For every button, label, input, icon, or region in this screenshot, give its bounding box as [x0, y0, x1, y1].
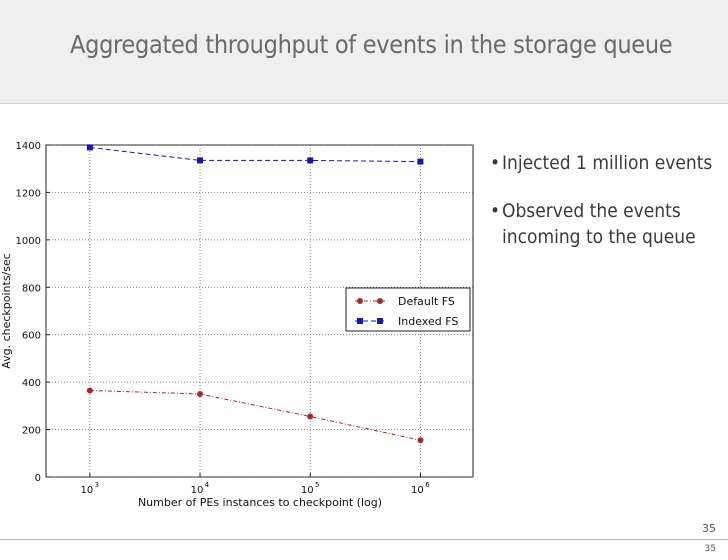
- bullet-text: Injected 1 million events: [502, 152, 713, 174]
- y-axis-label: Avg. checkpoints/sec: [0, 253, 13, 369]
- x-tick-label-exponent: 3: [95, 481, 99, 489]
- footer-divider: [0, 539, 728, 540]
- y-tick-label: 1400: [16, 141, 41, 152]
- y-axis-ticks: 0 200 400 600 800 1000 1200 1400: [16, 141, 50, 484]
- bullet-list: • Injected 1 million events • Observed t…: [490, 150, 726, 272]
- x-axis-ticks: 10 3 10 4 10 5 10 6: [80, 473, 430, 496]
- data-point: [307, 157, 314, 164]
- data-point: [417, 437, 424, 444]
- legend-marker-indexed-fs: [357, 318, 363, 324]
- x-axis-label: Number of PEs instances to checkpoint (l…: [138, 496, 382, 509]
- x-tick-label: 10: [301, 485, 314, 496]
- data-point: [197, 391, 204, 397]
- slide-title: Aggregated throughput of events in the s…: [70, 30, 673, 59]
- y-tick-label: 200: [22, 426, 41, 437]
- x-tick-label-exponent: 5: [315, 481, 319, 489]
- bullet-dot: •: [490, 152, 501, 174]
- series-line-1: [89, 146, 421, 163]
- x-tick-label-exponent: 4: [205, 481, 210, 489]
- data-point: [307, 413, 314, 420]
- x-tick-label: 10: [80, 485, 93, 496]
- grid-lines: [46, 144, 473, 478]
- data-point: [417, 158, 424, 165]
- series-group: [86, 144, 424, 444]
- legend-marker-indexed-fs-2: [377, 318, 383, 324]
- bullet-item: • Injected 1 million events: [490, 150, 726, 176]
- y-tick-label: 0: [35, 473, 41, 484]
- y-tick-label: 600: [22, 331, 41, 342]
- legend-marker-default-fs: [357, 298, 363, 304]
- page-number-footer: 35: [704, 544, 716, 554]
- series-line-0: [89, 389, 421, 441]
- legend-box: [345, 287, 471, 332]
- data-point: [86, 387, 93, 394]
- y-tick-label: 1200: [16, 188, 41, 199]
- page-number: 35: [702, 522, 716, 535]
- legend: Default FS Indexed FS: [345, 287, 471, 332]
- y-tick-label: 400: [22, 378, 41, 389]
- bullet-item: • Observed the events incoming to the qu…: [490, 198, 726, 250]
- y-tick-label: 800: [22, 283, 41, 294]
- x-tick-label: 10: [411, 485, 424, 496]
- x-tick-label: 10: [191, 485, 204, 496]
- bullet-text: Observed the events incoming to the queu…: [502, 200, 696, 248]
- legend-label-indexed-fs: Indexed FS: [398, 315, 458, 328]
- bullet-dot: •: [490, 200, 501, 222]
- legend-marker-default-fs-2: [377, 298, 383, 304]
- data-point: [197, 157, 204, 164]
- y-tick-label: 1000: [16, 236, 41, 247]
- legend-label-default-fs: Default FS: [398, 295, 455, 308]
- x-tick-label-exponent: 6: [425, 481, 430, 489]
- slide-header: Aggregated throughput of events in the s…: [0, 0, 728, 104]
- data-point: [86, 144, 93, 151]
